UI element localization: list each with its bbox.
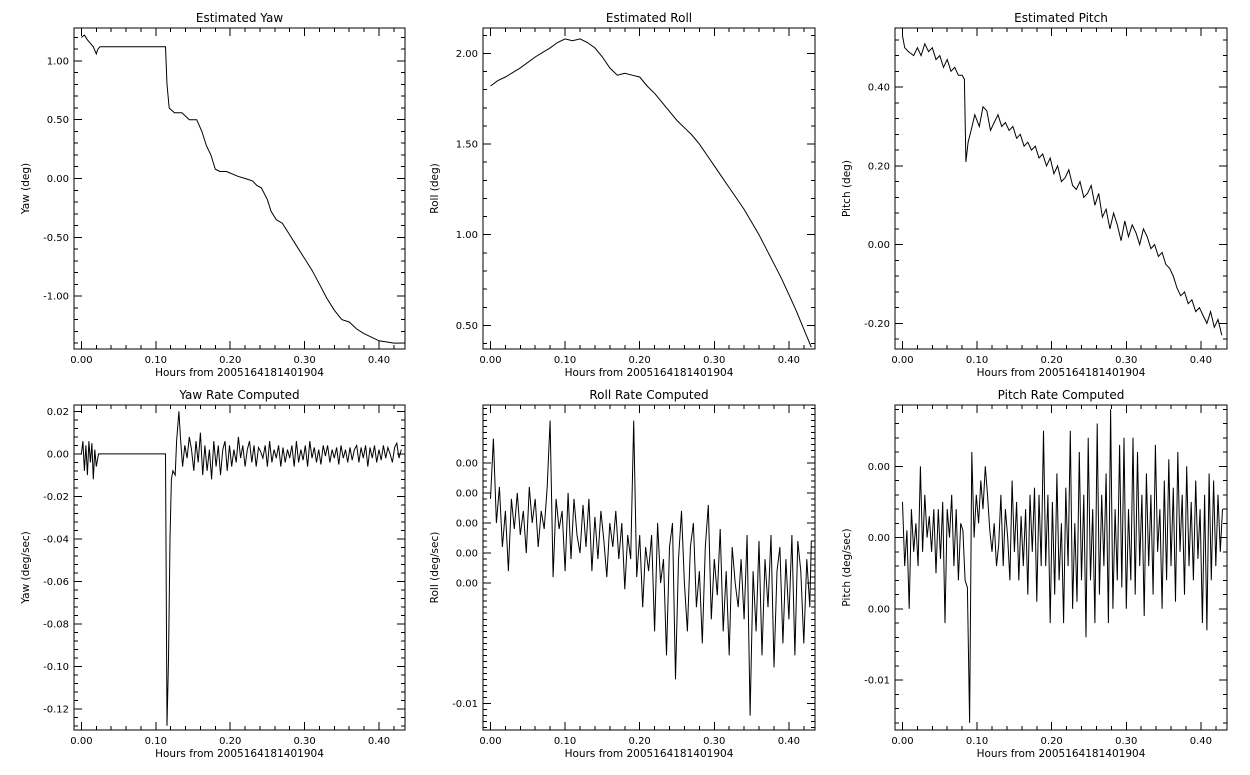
roll-rate-panel: Roll Rate Computed Hours from 20051641814… (429, 388, 816, 760)
pitch-x-tick-label: 0.10 (966, 355, 988, 366)
pitch-x-tick-label: 0.40 (1190, 355, 1212, 366)
yaw-rate-plot-frame (73, 404, 406, 731)
pitch-x-tick-label: 0.00 (891, 355, 913, 366)
pitch-y-tick-label: 0.20 (868, 161, 890, 172)
yaw-y-tick-label: 0.00 (47, 174, 69, 185)
yaw-rate-y-tick-label: -0.04 (43, 534, 69, 545)
pitch-y-tick-label: 0.40 (868, 83, 890, 94)
pitch-x-tick-label: 0.20 (1041, 355, 1063, 366)
roll-rate-y-axis-label: Roll (deg/sec) (429, 532, 441, 604)
roll-plot-frame (482, 27, 816, 350)
pitch-x-axis-label: Hours from 2005164181401904 (977, 367, 1146, 379)
yaw-rate-y-tick-label: -0.08 (43, 619, 69, 630)
pitch-rate-x-tick-label: 0.40 (1190, 736, 1212, 747)
yaw-panel: Estimated Yaw Hours from 2005164181401904… (20, 11, 406, 379)
roll-rate-y-tick-label: 0.00 (456, 488, 478, 499)
pitch-x-tick-label: 0.30 (1115, 355, 1137, 366)
yaw-x-tick-label: 0.00 (70, 355, 92, 366)
roll-rate-x-tick-label: 0.30 (703, 736, 725, 747)
pitch-rate-x-axis-label: Hours from 2005164181401904 (977, 748, 1146, 760)
roll-rate-series-line (490, 420, 812, 716)
roll-rate-y-tick-label: -0.01 (452, 699, 478, 710)
yaw-x-tick-label: 0.40 (368, 355, 390, 366)
yaw-chart-title: Estimated Yaw (196, 11, 283, 25)
pitch-plot-frame (894, 27, 1228, 350)
pitch-chart-title: Estimated Pitch (1014, 11, 1108, 25)
yaw-x-tick-label: 0.10 (145, 355, 167, 366)
pitch-rate-plot-frame (894, 404, 1228, 731)
roll-rate-x-tick-label: 0.40 (778, 736, 800, 747)
yaw-rate-x-tick-label: 0.30 (293, 736, 315, 747)
roll-rate-plot-frame (482, 404, 816, 731)
roll-x-tick-label: 0.00 (479, 355, 501, 366)
roll-chart-title: Estimated Roll (606, 11, 692, 25)
yaw-series-line (81, 34, 402, 344)
pitch-rate-chart-title: Pitch Rate Computed (998, 388, 1125, 402)
yaw-rate-panel: Yaw Rate Computed Hours from 200516418140… (20, 388, 406, 760)
yaw-y-tick-label: -0.50 (43, 233, 69, 244)
roll-rate-y-tick-label: 0.00 (456, 579, 478, 590)
yaw-y-tick-label: 0.50 (47, 115, 69, 126)
yaw-rate-y-tick-label: 0.00 (47, 449, 69, 460)
pitch-rate-x-tick-label: 0.10 (966, 736, 988, 747)
yaw-rate-series-line (80, 411, 402, 726)
yaw-rate-x-tick-label: 0.20 (219, 736, 241, 747)
roll-rate-x-tick-label: 0.20 (629, 736, 651, 747)
yaw-rate-x-tick-label: 0.10 (145, 736, 167, 747)
roll-y-axis-label: Roll (deg) (429, 163, 441, 213)
pitch-panel: Estimated Pitch Hours from 20051641814019… (841, 11, 1228, 379)
yaw-rate-y-tick-label: -0.12 (43, 704, 69, 715)
roll-rate-y-tick-label: 0.00 (456, 549, 478, 560)
yaw-rate-x-tick-label: 0.40 (368, 736, 390, 747)
roll-y-tick-label: 2.00 (456, 49, 478, 60)
roll-panel: Estimated Roll Hours from 200516418140190… (429, 11, 816, 379)
roll-rate-y-tick-label: 0.00 (456, 458, 478, 469)
roll-rate-chart-title: Roll Rate Computed (589, 388, 708, 402)
yaw-rate-y-tick-label: -0.10 (43, 662, 69, 673)
pitch-y-tick-label: 0.00 (868, 240, 890, 251)
pitch-rate-y-tick-label: 0.00 (868, 462, 890, 473)
roll-series-line (490, 38, 812, 348)
yaw-plot-frame (73, 27, 406, 350)
pitch-rate-x-tick-label: 0.00 (891, 736, 913, 747)
pitch-series-line (902, 35, 1223, 336)
pitch-rate-y-tick-label: -0.01 (864, 676, 890, 687)
yaw-rate-y-tick-label: -0.06 (43, 577, 69, 588)
yaw-rate-x-tick-label: 0.00 (70, 736, 92, 747)
pitch-rate-x-tick-label: 0.30 (1115, 736, 1137, 747)
pitch-rate-series-line (902, 409, 1223, 723)
pitch-y-tick-label: -0.20 (864, 319, 890, 330)
pitch-rate-y-axis-label: Pitch (deg/sec) (841, 528, 853, 606)
roll-y-tick-label: 1.00 (456, 230, 478, 241)
yaw-rate-chart-title: Yaw Rate Computed (178, 388, 299, 402)
yaw-x-tick-label: 0.20 (219, 355, 241, 366)
yaw-y-axis-label: Yaw (deg) (20, 163, 32, 215)
pitch-rate-panel: Pitch Rate Computed Hours from 2005164181… (841, 388, 1228, 760)
pitch-rate-x-tick-label: 0.20 (1041, 736, 1063, 747)
yaw-rate-x-axis-label: Hours from 2005164181401904 (155, 748, 324, 760)
yaw-y-tick-label: 1.00 (47, 56, 69, 67)
roll-x-tick-label: 0.20 (629, 355, 651, 366)
yaw-x-axis-label: Hours from 2005164181401904 (155, 367, 324, 379)
roll-rate-x-tick-label: 0.10 (554, 736, 576, 747)
roll-rate-x-axis-label: Hours from 2005164181401904 (565, 748, 734, 760)
roll-x-tick-label: 0.30 (703, 355, 725, 366)
yaw-rate-y-tick-label: -0.02 (43, 492, 69, 503)
roll-rate-x-tick-label: 0.00 (479, 736, 501, 747)
yaw-y-tick-label: -1.00 (43, 292, 69, 303)
roll-x-tick-label: 0.40 (778, 355, 800, 366)
pitch-y-axis-label: Pitch (deg) (841, 160, 853, 217)
roll-y-tick-label: 0.50 (456, 321, 478, 332)
roll-y-tick-label: 1.50 (456, 140, 478, 151)
roll-x-tick-label: 0.10 (554, 355, 576, 366)
yaw-rate-y-axis-label: Yaw (deg/sec) (20, 531, 32, 605)
pitch-rate-y-tick-label: 0.00 (868, 533, 890, 544)
yaw-x-tick-label: 0.30 (293, 355, 315, 366)
yaw-rate-y-tick-label: 0.02 (47, 407, 69, 418)
roll-rate-y-tick-label: 0.00 (456, 518, 478, 529)
pitch-rate-y-tick-label: 0.00 (868, 604, 890, 615)
roll-x-axis-label: Hours from 2005164181401904 (565, 367, 734, 379)
